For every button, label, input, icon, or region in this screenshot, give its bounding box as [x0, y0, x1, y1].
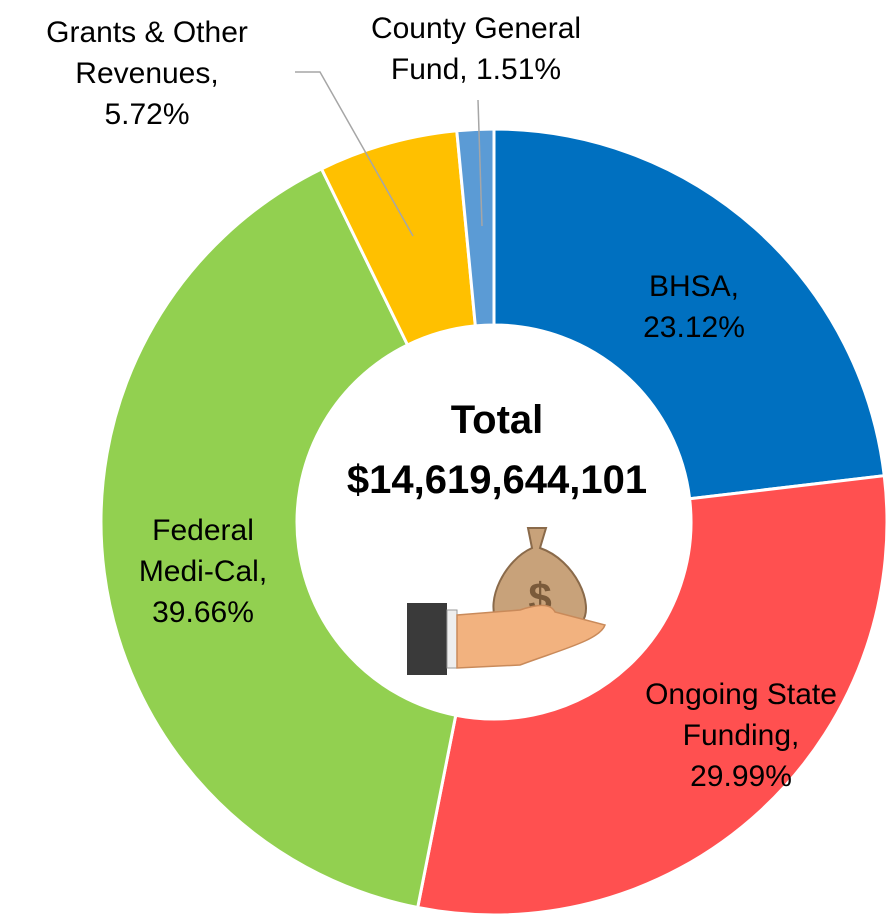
category-label: Grants & Other Revenues, [46, 16, 248, 90]
donut-slice [492, 127, 886, 501]
value-label: 23.12% [643, 311, 745, 344]
category-label: County General Fund, [370, 12, 582, 86]
category-label: BHSA, [648, 270, 740, 303]
leader-line [477, 99, 483, 227]
cuff [446, 609, 458, 669]
category-label: Ongoing State Funding, [645, 678, 837, 752]
data-label: BHSA, 23.12% [634, 266, 754, 348]
donut-slice [455, 127, 496, 328]
data-label: Grants & Other Revenues, 5.72% [40, 12, 255, 135]
center-title: Total [450, 398, 544, 442]
hand [456, 604, 606, 669]
data-label: County General Fund, 1.51% [341, 8, 611, 90]
value-label: 5.72% [104, 98, 190, 131]
value-label: 29.99% [690, 760, 792, 793]
data-label: Federal Medi-Cal, 39.66% [128, 510, 278, 633]
donut-slice [415, 474, 889, 917]
money-icon: $ [407, 527, 606, 675]
data-label: Ongoing State Funding, 29.99% [634, 674, 849, 797]
category-label: Federal Medi-Cal, [138, 514, 268, 588]
donut [99, 127, 889, 917]
sleeve [407, 603, 447, 675]
value-label: 1.51% [475, 53, 562, 86]
value-label: 39.66% [152, 596, 254, 629]
center-total: $14,619,644,101 [346, 458, 648, 502]
donut-slice [99, 166, 458, 910]
leader-line [295, 71, 414, 237]
leader-lines [295, 71, 483, 237]
